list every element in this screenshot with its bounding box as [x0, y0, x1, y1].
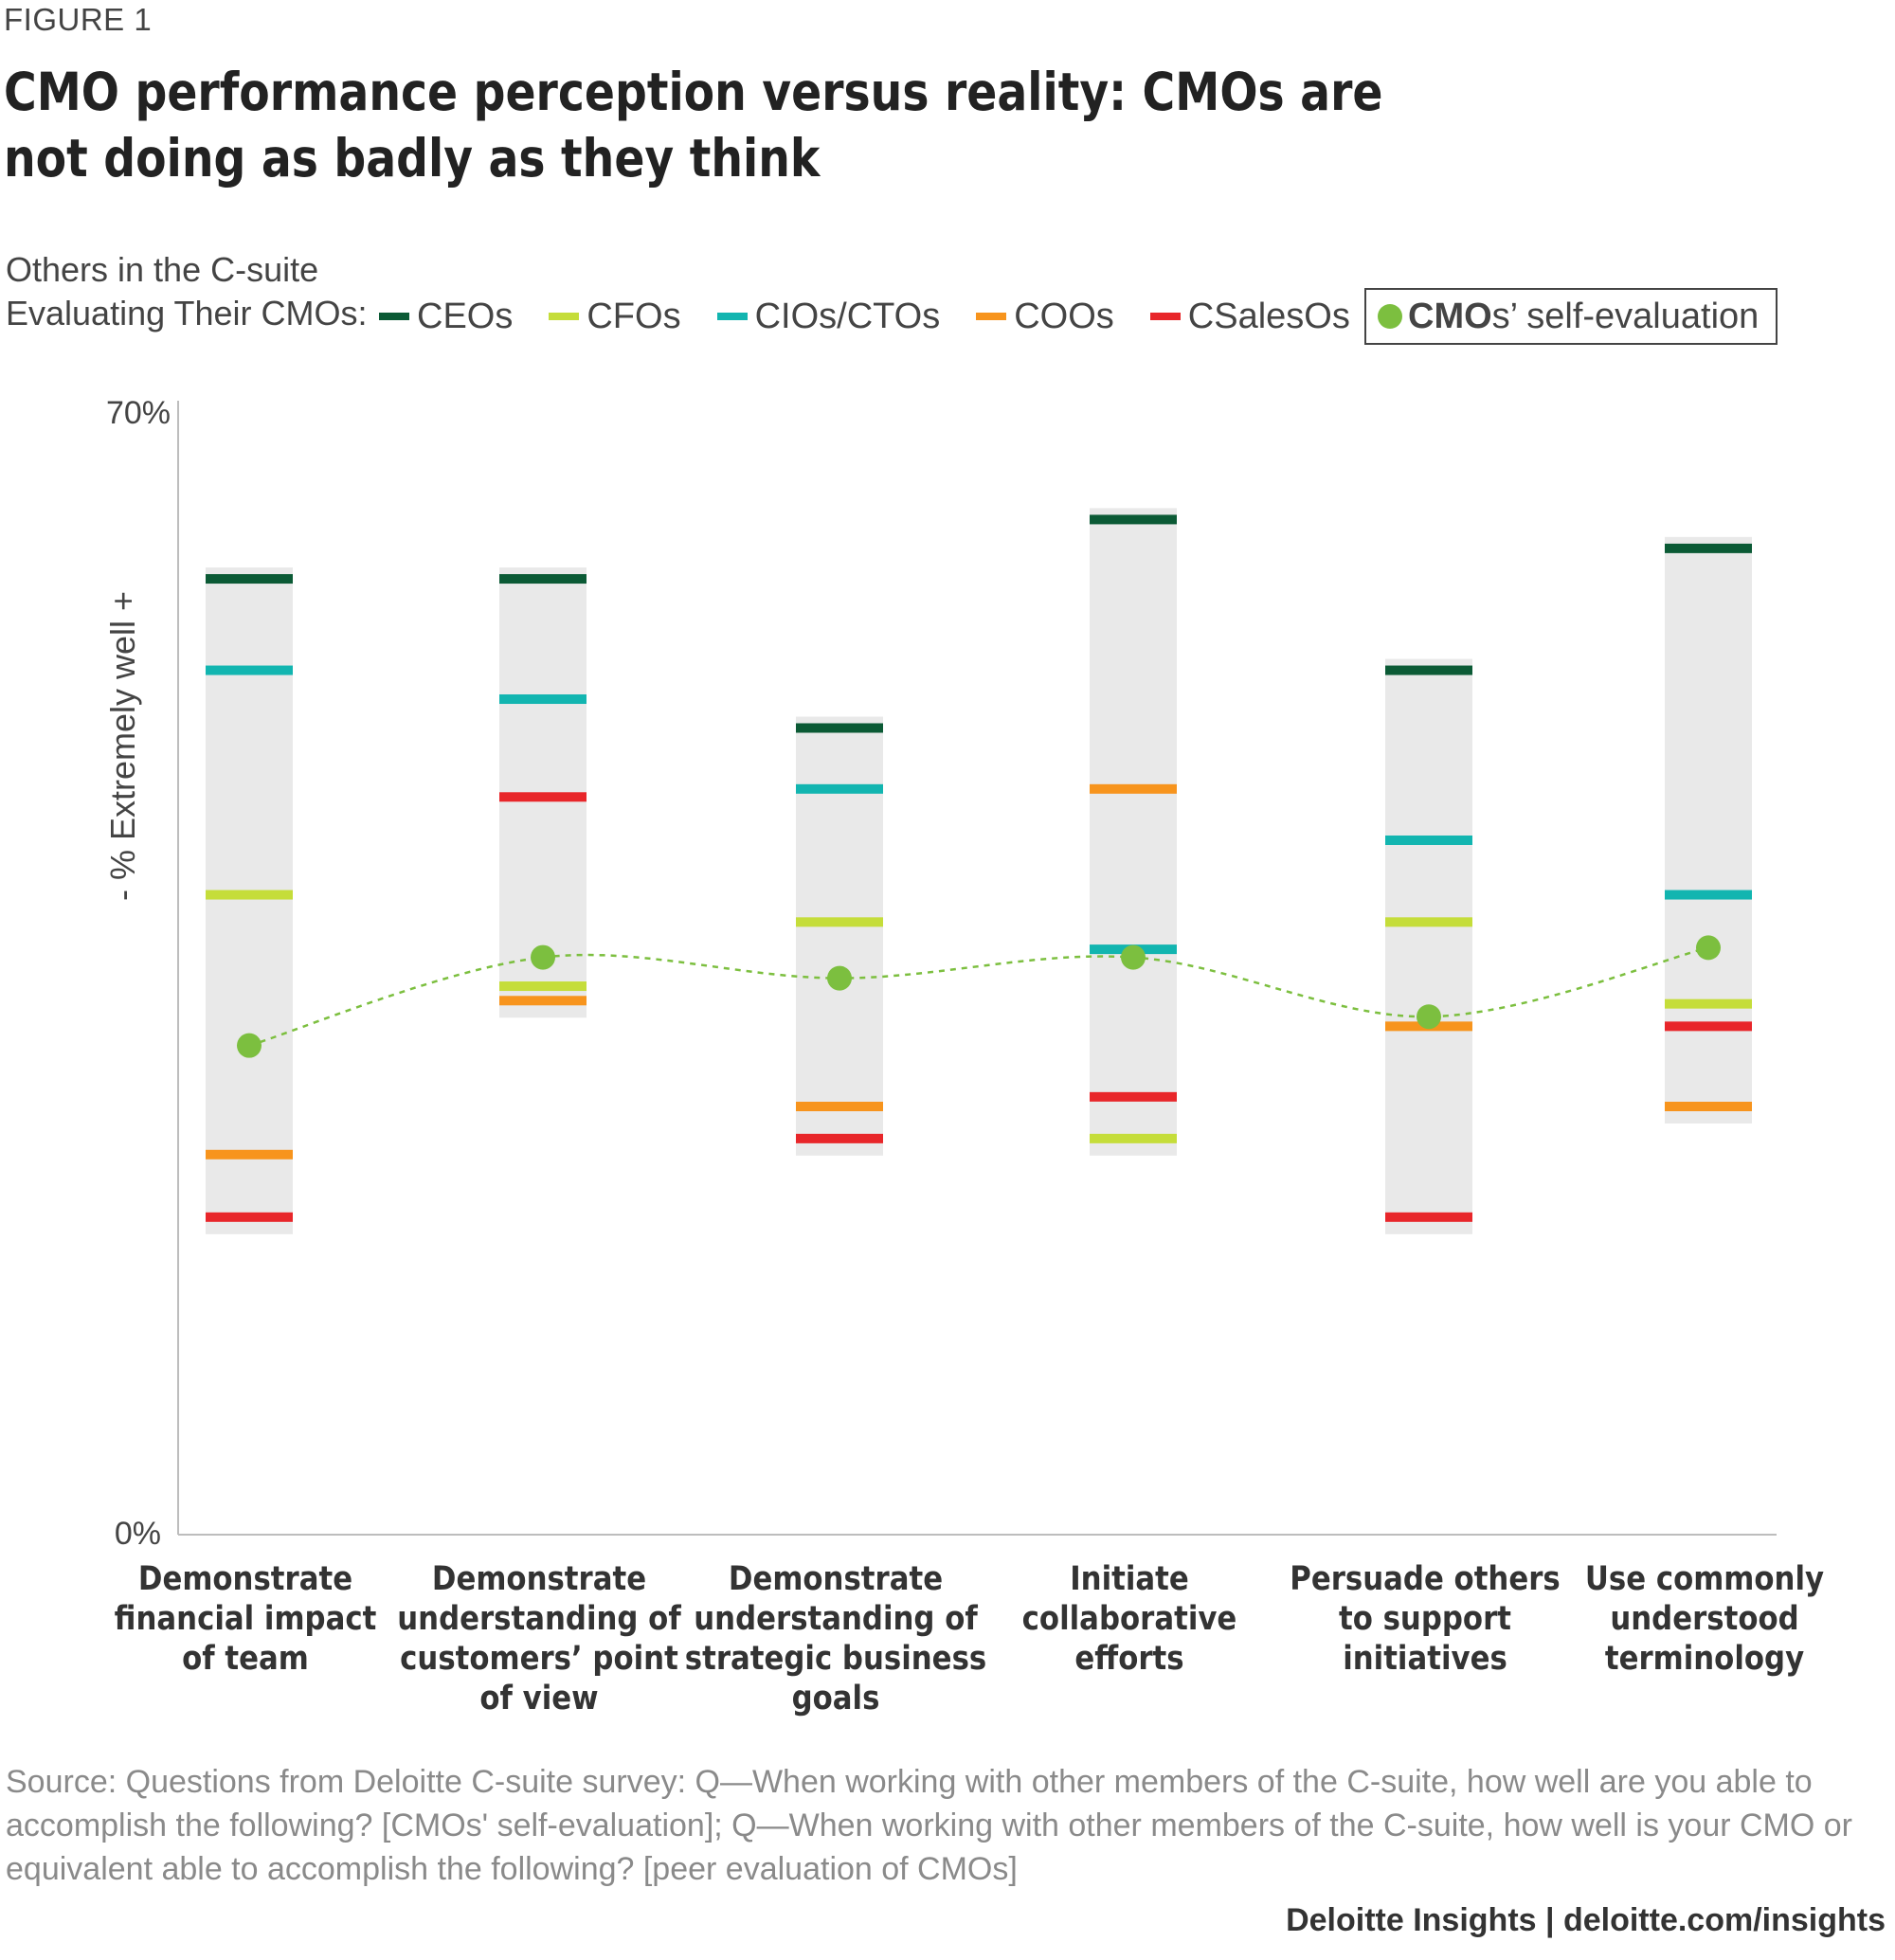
x-category-label-5: Persuade others to support initiatives [1290, 1558, 1560, 1677]
x-category-label-line: Initiate [1070, 1558, 1189, 1597]
x-category-label-line: understanding of [397, 1598, 681, 1637]
range-column-3 [796, 716, 883, 1156]
marker-cios-ctos-6 [1665, 890, 1752, 900]
self-evaluation-line [248, 946, 1709, 1047]
legend-item-cios: CIOs/CTOs [716, 296, 941, 337]
x-category-label-line: understood [1610, 1598, 1798, 1637]
x-category-label-1: Demonstrate financial impact of team [115, 1558, 377, 1677]
x-category-label-line: initiatives [1343, 1638, 1507, 1677]
marker-ceos-5 [1385, 665, 1472, 675]
marker-ceos-6 [1665, 543, 1752, 553]
self-evaluation-label-bold: CMO [1408, 296, 1492, 336]
x-category-label-line: of view [479, 1678, 598, 1717]
marker-cios-ctos-1 [206, 665, 293, 675]
marker-csalesos-5 [1385, 1212, 1472, 1222]
x-category-label-line: strategic business [685, 1638, 986, 1677]
legend-label-ceos: CEOs [417, 296, 514, 336]
marker-cios-ctos-5 [1385, 835, 1472, 845]
x-category-label-line: collaborative [1022, 1598, 1237, 1637]
marker-cfos-1 [206, 890, 293, 900]
x-category-label-4: Initiate collaborative efforts [1022, 1558, 1237, 1677]
x-category-label-6: Use commonly understood terminology [1585, 1558, 1824, 1677]
self-evaluation-point-1 [237, 1033, 262, 1058]
marker-csalesos-2 [499, 792, 587, 802]
x-category-label-line: understanding of [694, 1598, 978, 1637]
chart-title: CMO performance perception versus realit… [4, 62, 1383, 189]
legend-swatch-cfos [549, 313, 580, 320]
marker-ceos-2 [499, 574, 587, 584]
legend-label-csalesos: CSalesOs [1187, 296, 1350, 336]
x-category-label-line: customers’ point [400, 1638, 678, 1677]
marker-ceos-3 [796, 723, 883, 733]
legend-item-ceos: CEOs [379, 297, 513, 337]
legend-swatch-csalesos [1149, 313, 1181, 320]
legend-item-coos: COOs [976, 297, 1114, 337]
range-column-5 [1385, 658, 1472, 1234]
marker-csalesos-4 [1090, 1091, 1177, 1102]
x-category-label-line: financial impact [115, 1598, 377, 1637]
self-evaluation-label: CMOs’ self-evaluation [1408, 297, 1759, 337]
marker-cfos-6 [1665, 998, 1752, 1009]
legend-item-cfos: CFOs [549, 296, 681, 337]
range-column-6 [1665, 536, 1752, 1124]
self-evaluation-point-3 [827, 965, 852, 991]
self-evaluation-point-2 [531, 944, 555, 970]
marker-coos-4 [1090, 783, 1177, 794]
y-axis-label: - % Extremely well + [103, 591, 142, 901]
figure-label: FIGURE 1 [4, 2, 153, 37]
marker-coos-6 [1665, 1102, 1752, 1112]
self-evaluation-label-rest: s’ self-evaluation [1491, 296, 1760, 336]
footer-credit: Deloitte Insights | deloitte.com/insight… [1286, 1902, 1886, 1938]
range-column-1 [206, 567, 293, 1234]
legend-swatch-ceos [379, 313, 409, 320]
marker-coos-2 [499, 996, 587, 1006]
marker-csalesos-6 [1665, 1021, 1752, 1032]
marker-ceos-1 [206, 574, 293, 584]
x-category-label-2: Demonstrate understanding of customers’ po… [397, 1558, 681, 1717]
source-note: Source: Questions from Deloitte C-suite … [6, 1764, 1852, 1887]
legend-label-cios: CIOs/CTOs [754, 296, 941, 336]
x-category-label-line: Use commonly [1585, 1558, 1824, 1597]
range-column-4 [1090, 508, 1177, 1156]
marker-cfos-2 [499, 981, 587, 992]
marker-cfos-4 [1090, 1133, 1177, 1143]
legend-label-coos: COOs [1014, 296, 1114, 336]
legend-intro: Others in the C-suite Evaluating Their C… [6, 248, 367, 335]
legend-item-csalesos: CSalesOs [1149, 296, 1350, 337]
x-category-label-line: efforts [1074, 1638, 1183, 1677]
marker-coos-1 [206, 1149, 293, 1160]
marker-cfos-3 [796, 917, 883, 927]
self-evaluation-point-4 [1121, 944, 1146, 970]
self-evaluation-point-5 [1417, 1004, 1441, 1030]
legend-intro-line-1: Others in the C-suite [6, 250, 319, 289]
marker-csalesos-1 [206, 1212, 293, 1222]
x-category-label-line: Demonstrate [138, 1558, 352, 1597]
marker-cios-ctos-3 [796, 783, 883, 794]
legend: CEOs CFOs CIOs/CTOs COOs CSalesOs [379, 296, 1386, 337]
y-tick-label-min: 0% [115, 1516, 161, 1552]
y-tick-label-max: 70% [106, 395, 171, 431]
x-category-label-line: goals [792, 1678, 880, 1717]
x-category-label-line: Demonstrate [432, 1558, 646, 1597]
marker-csalesos-3 [796, 1133, 883, 1143]
x-category-label-line: Demonstrate [729, 1558, 943, 1597]
x-category-label-line: to support [1339, 1598, 1511, 1637]
x-category-label-3: Demonstrate understanding of strategic bus… [685, 1558, 986, 1717]
legend-self-evaluation: CMOs’ self-evaluation [1364, 288, 1778, 345]
marker-cfos-5 [1385, 917, 1472, 927]
legend-label-cfos: CFOs [587, 296, 681, 336]
legend-swatch-cios [716, 313, 748, 320]
x-category-label-line: of team [182, 1638, 309, 1677]
marker-ceos-4 [1090, 514, 1177, 525]
self-evaluation-dot-icon [1378, 304, 1402, 329]
marker-coos-3 [796, 1102, 883, 1112]
chart-area: 70%0%- % Extremely well +Demonstrate fina… [103, 395, 1824, 1717]
marker-cios-ctos-2 [499, 694, 587, 705]
self-evaluation-point-6 [1696, 935, 1721, 961]
legend-swatch-coos [976, 313, 1007, 320]
legend-intro-line-2: Evaluating Their CMOs: [6, 294, 368, 333]
x-category-label-line: Persuade others [1290, 1558, 1560, 1597]
x-category-label-line: terminology [1605, 1638, 1804, 1677]
